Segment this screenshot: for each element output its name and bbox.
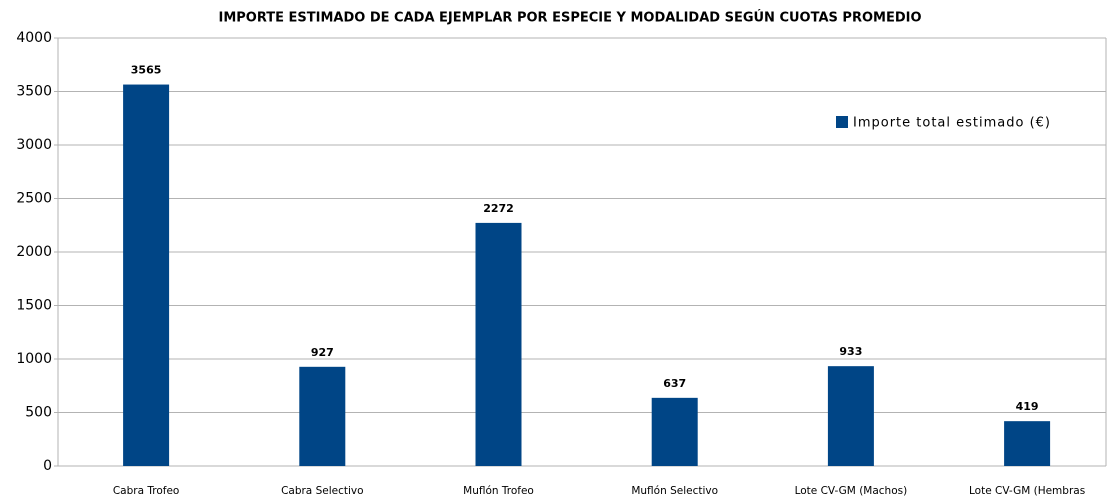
y-tick-label: 4000 [16, 30, 52, 46]
bar [1004, 421, 1051, 466]
bar [827, 366, 874, 466]
y-tick-label: 1500 [16, 298, 52, 314]
data-label: 419 [1016, 400, 1039, 413]
bar [123, 84, 170, 467]
x-tick-label: Cabra Selectivo [281, 485, 363, 497]
x-tick-label: Cabra Trofeo [113, 485, 179, 497]
y-tick-label: 3500 [16, 84, 52, 100]
y-tick-label: 500 [25, 405, 52, 421]
x-tick-label: Muflón Selectivo [631, 485, 718, 497]
data-label: 2272 [483, 202, 514, 215]
data-label: 3565 [131, 64, 162, 77]
y-tick-label: 1000 [16, 351, 52, 367]
y-tick-label: 2000 [16, 244, 52, 260]
y-tick-label: 0 [43, 458, 52, 474]
bar [475, 222, 522, 466]
chart-title: IMPORTE ESTIMADO DE CADA EJEMPLAR POR ES… [218, 10, 921, 26]
bar [299, 366, 346, 466]
y-tick-label: 2500 [16, 191, 52, 207]
legend-label: Importe total estimado (€) [853, 116, 1051, 131]
x-tick-label: Muflón Trofeo [463, 485, 534, 497]
x-tick-label: Lote CV-GM (Machos) [795, 485, 908, 497]
y-tick-label: 3000 [16, 137, 52, 153]
legend-swatch [836, 116, 848, 128]
data-label: 637 [663, 377, 686, 390]
x-tick-label: Lote CV-GM (Hembras [969, 485, 1085, 497]
bar [651, 397, 698, 466]
data-label: 927 [311, 346, 334, 359]
data-label: 933 [839, 345, 862, 358]
